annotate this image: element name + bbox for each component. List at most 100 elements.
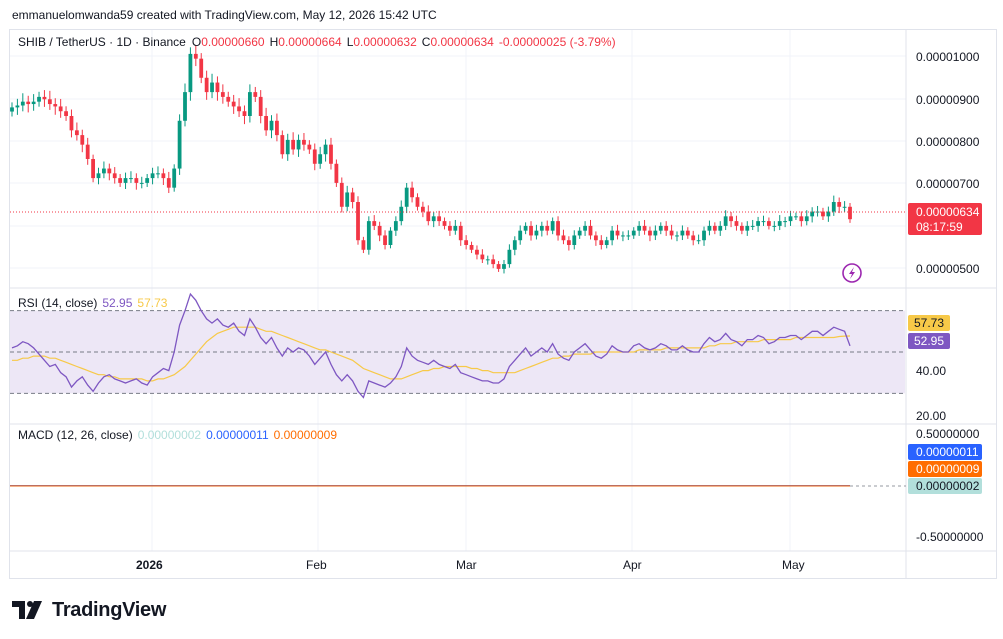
candle[interactable] bbox=[150, 173, 155, 179]
candle[interactable] bbox=[556, 221, 560, 236]
candle[interactable] bbox=[129, 178, 133, 180]
candle[interactable] bbox=[507, 249, 512, 265]
lightning-icon[interactable] bbox=[842, 263, 862, 283]
candle[interactable] bbox=[361, 240, 366, 250]
candle[interactable] bbox=[648, 230, 652, 236]
candle[interactable] bbox=[756, 221, 760, 226]
candle[interactable] bbox=[658, 225, 663, 231]
candle[interactable] bbox=[372, 221, 377, 226]
candle[interactable] bbox=[102, 168, 106, 174]
candle[interactable] bbox=[712, 225, 717, 231]
candle[interactable] bbox=[448, 225, 452, 231]
candle[interactable] bbox=[388, 230, 393, 245]
candle[interactable] bbox=[26, 101, 31, 105]
candle[interactable] bbox=[377, 225, 382, 236]
candle[interactable] bbox=[264, 116, 269, 131]
candle[interactable] bbox=[550, 221, 555, 231]
candle[interactable] bbox=[480, 254, 485, 260]
candle[interactable] bbox=[345, 192, 350, 207]
candle[interactable] bbox=[107, 168, 112, 174]
candle[interactable] bbox=[247, 92, 252, 116]
candle[interactable] bbox=[826, 211, 831, 217]
candle[interactable] bbox=[80, 135, 85, 145]
rsi-ma-line[interactable] bbox=[12, 326, 851, 382]
candle[interactable] bbox=[842, 206, 847, 208]
candle[interactable] bbox=[442, 221, 447, 226]
candle[interactable] bbox=[729, 216, 733, 222]
candle[interactable] bbox=[437, 216, 442, 222]
candle[interactable] bbox=[123, 178, 128, 183]
candle[interactable] bbox=[47, 99, 52, 105]
candle[interactable] bbox=[253, 92, 258, 97]
candle[interactable] bbox=[69, 116, 74, 131]
candle[interactable] bbox=[485, 259, 490, 261]
candle[interactable] bbox=[626, 235, 631, 237]
candle[interactable] bbox=[837, 202, 842, 207]
candle[interactable] bbox=[393, 221, 398, 231]
candle[interactable] bbox=[64, 111, 68, 116]
candle[interactable] bbox=[523, 225, 528, 231]
candle[interactable] bbox=[220, 92, 225, 97]
rsi-line[interactable] bbox=[11, 292, 851, 399]
candle[interactable] bbox=[664, 225, 669, 231]
candle[interactable] bbox=[10, 107, 14, 112]
candle[interactable] bbox=[399, 206, 404, 222]
candle[interactable] bbox=[156, 173, 160, 175]
candle[interactable] bbox=[464, 240, 469, 245]
candle[interactable] bbox=[339, 182, 344, 207]
candle[interactable] bbox=[296, 139, 301, 150]
candle[interactable] bbox=[794, 216, 798, 218]
candle[interactable] bbox=[193, 53, 198, 59]
candle[interactable] bbox=[96, 173, 101, 179]
candle[interactable] bbox=[410, 187, 414, 198]
candle[interactable] bbox=[58, 106, 63, 112]
candle[interactable] bbox=[366, 221, 371, 250]
candle[interactable] bbox=[804, 216, 809, 222]
candle[interactable] bbox=[610, 230, 615, 241]
candle[interactable] bbox=[631, 230, 636, 236]
candle[interactable] bbox=[172, 168, 177, 188]
candle[interactable] bbox=[210, 82, 214, 93]
candle[interactable] bbox=[615, 230, 620, 236]
candle[interactable] bbox=[285, 139, 290, 155]
candle[interactable] bbox=[475, 249, 479, 255]
candle[interactable] bbox=[199, 58, 204, 78]
candle[interactable] bbox=[231, 101, 236, 107]
candle[interactable] bbox=[783, 221, 788, 223]
candle[interactable] bbox=[134, 178, 139, 183]
candlestick-series[interactable] bbox=[10, 45, 852, 274]
candle[interactable] bbox=[496, 264, 501, 269]
candle[interactable] bbox=[653, 230, 658, 236]
candle[interactable] bbox=[237, 106, 241, 112]
candle[interactable] bbox=[350, 192, 355, 202]
candle[interactable] bbox=[458, 225, 463, 241]
candle[interactable] bbox=[242, 111, 247, 116]
tradingview-logo[interactable]: TradingView bbox=[12, 596, 166, 624]
candle[interactable] bbox=[512, 240, 517, 250]
candle[interactable] bbox=[453, 225, 458, 231]
candle[interactable] bbox=[642, 225, 647, 231]
candle[interactable] bbox=[258, 96, 263, 116]
candle[interactable] bbox=[734, 221, 739, 226]
candle[interactable] bbox=[502, 264, 506, 269]
candle[interactable] bbox=[329, 144, 333, 164]
candle[interactable] bbox=[702, 230, 706, 241]
candle[interactable] bbox=[545, 225, 550, 231]
candle[interactable] bbox=[323, 144, 328, 155]
candle[interactable] bbox=[415, 197, 420, 207]
candle[interactable] bbox=[177, 120, 182, 169]
candle[interactable] bbox=[280, 135, 285, 155]
candle[interactable] bbox=[572, 235, 577, 245]
candle[interactable] bbox=[312, 149, 317, 164]
candle[interactable] bbox=[431, 216, 436, 222]
candle[interactable] bbox=[761, 221, 766, 223]
candle[interactable] bbox=[696, 240, 701, 242]
candle[interactable] bbox=[691, 235, 696, 241]
candle[interactable] bbox=[680, 230, 685, 236]
candle[interactable] bbox=[788, 216, 793, 222]
candle[interactable] bbox=[621, 235, 625, 237]
candle[interactable] bbox=[166, 178, 171, 188]
candle[interactable] bbox=[37, 96, 41, 102]
candle[interactable] bbox=[593, 235, 598, 241]
